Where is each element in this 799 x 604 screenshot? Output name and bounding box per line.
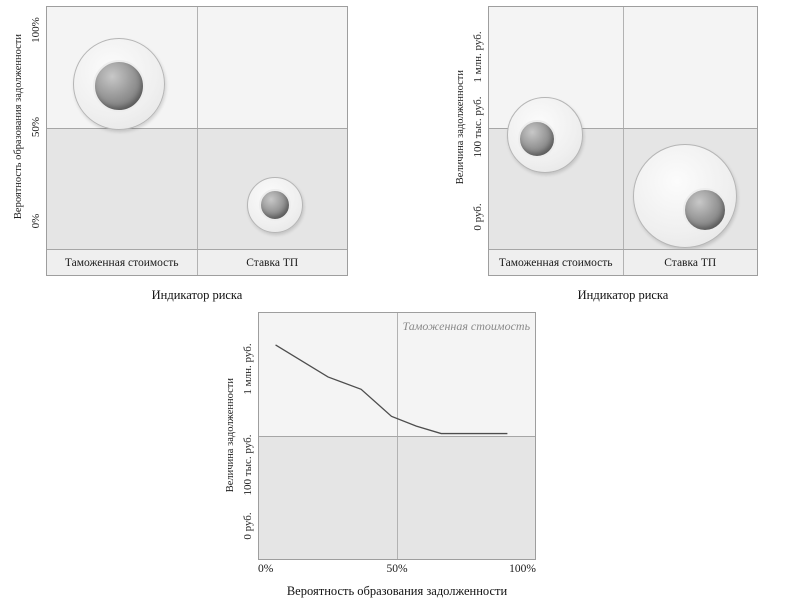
category-label-customs-value: Таможенная стоимость (47, 250, 198, 275)
plot-column: Таможенная стоимость 0% 50% 100% Вероятн… (258, 312, 536, 599)
category-axis: Таможенная стоимость Ставка ТП (47, 249, 347, 275)
y-tick-100k: 100 тыс. руб. (472, 96, 484, 158)
y-axis-title-text: Вероятность образования задолженности (12, 34, 24, 220)
y-tick-100k: 100 тыс. руб. (242, 434, 254, 495)
plot-column: Таможенная стоимость Ставка ТП Индикатор… (488, 6, 758, 303)
y-tick-100: 100% (30, 17, 42, 44)
plot-area (47, 7, 347, 249)
plot-area: Таможенная стоимость (259, 313, 535, 559)
bubble-outer (632, 143, 737, 248)
plot-frame: Таможенная стоимость Ставка ТП (488, 6, 758, 276)
bubble-outer (73, 38, 165, 131)
line-path (276, 345, 508, 434)
category-label-tp-rate: Ставка ТП (246, 256, 299, 269)
series-legend: Таможенная стоимость (402, 319, 531, 334)
category-axis: Таможенная стоимость Ставка ТП (489, 249, 757, 275)
chart-debt-amount-vs-risk-indicator: Величина задолженности 1 млн. руб. 100 т… (452, 6, 758, 303)
y-tick-0: 0% (30, 214, 42, 229)
y-axis-ticks: 1 млн. руб. 100 тыс. руб. 0 руб. (238, 312, 258, 558)
plot-column: Таможенная стоимость Ставка ТП Индикатор… (46, 6, 348, 303)
debt-line-series (259, 313, 535, 559)
horizontal-midline (47, 128, 347, 129)
y-axis-title: Величина задолженности (452, 6, 468, 248)
bubble-outer (507, 97, 584, 174)
chart-debt-amount-vs-probability: Величина задолженности 1 млн. руб. 100 т… (222, 312, 536, 599)
x-axis-title: Индикатор риска (151, 288, 243, 302)
bubble-core (259, 189, 291, 222)
y-axis-title-text: Величина задолженности (224, 377, 236, 493)
y-tick-1mln: 1 млн. руб. (242, 343, 254, 395)
x-tick-0: 0% (258, 563, 274, 575)
y-tick-0rub: 0 руб. (472, 202, 484, 231)
y-axis-title-text: Величина задолженности (454, 69, 466, 185)
plot-frame: Таможенная стоимость Ставка ТП (46, 6, 348, 276)
y-axis-title: Величина задолженности (222, 312, 238, 558)
y-tick-50: 50% (30, 116, 42, 138)
x-tick-50: 50% (386, 563, 408, 575)
category-label-tp-rate: Ставка ТП (664, 256, 717, 269)
y-axis-ticks: 100% 50% 0% (26, 6, 46, 248)
x-tick-100: 100% (509, 563, 536, 575)
bubble-core (682, 187, 727, 232)
plot-area (489, 7, 757, 249)
horizontal-midline (489, 128, 757, 129)
x-axis-title: Вероятность образования задолженности (286, 584, 508, 598)
x-axis-title: Индикатор риска (577, 288, 669, 302)
plot-frame: Таможенная стоимость (258, 312, 536, 560)
bubble-outer (247, 177, 303, 234)
horizontal-midline (259, 436, 535, 437)
category-label-customs-value: Таможенная стоимость (489, 250, 624, 275)
y-axis-title: Вероятность образования задолженности (10, 6, 26, 248)
x-axis-ticks: 0% 50% 100% (258, 560, 536, 578)
y-tick-1mln: 1 млн. руб. (472, 31, 484, 83)
chart-probability-vs-risk-indicator: Вероятность образования задолженности 10… (10, 6, 348, 303)
bubble-core (518, 120, 557, 159)
y-tick-0rub: 0 руб. (242, 512, 254, 540)
y-axis-ticks: 1 млн. руб. 100 тыс. руб. 0 руб. (468, 6, 488, 248)
bubble-core (93, 60, 145, 113)
